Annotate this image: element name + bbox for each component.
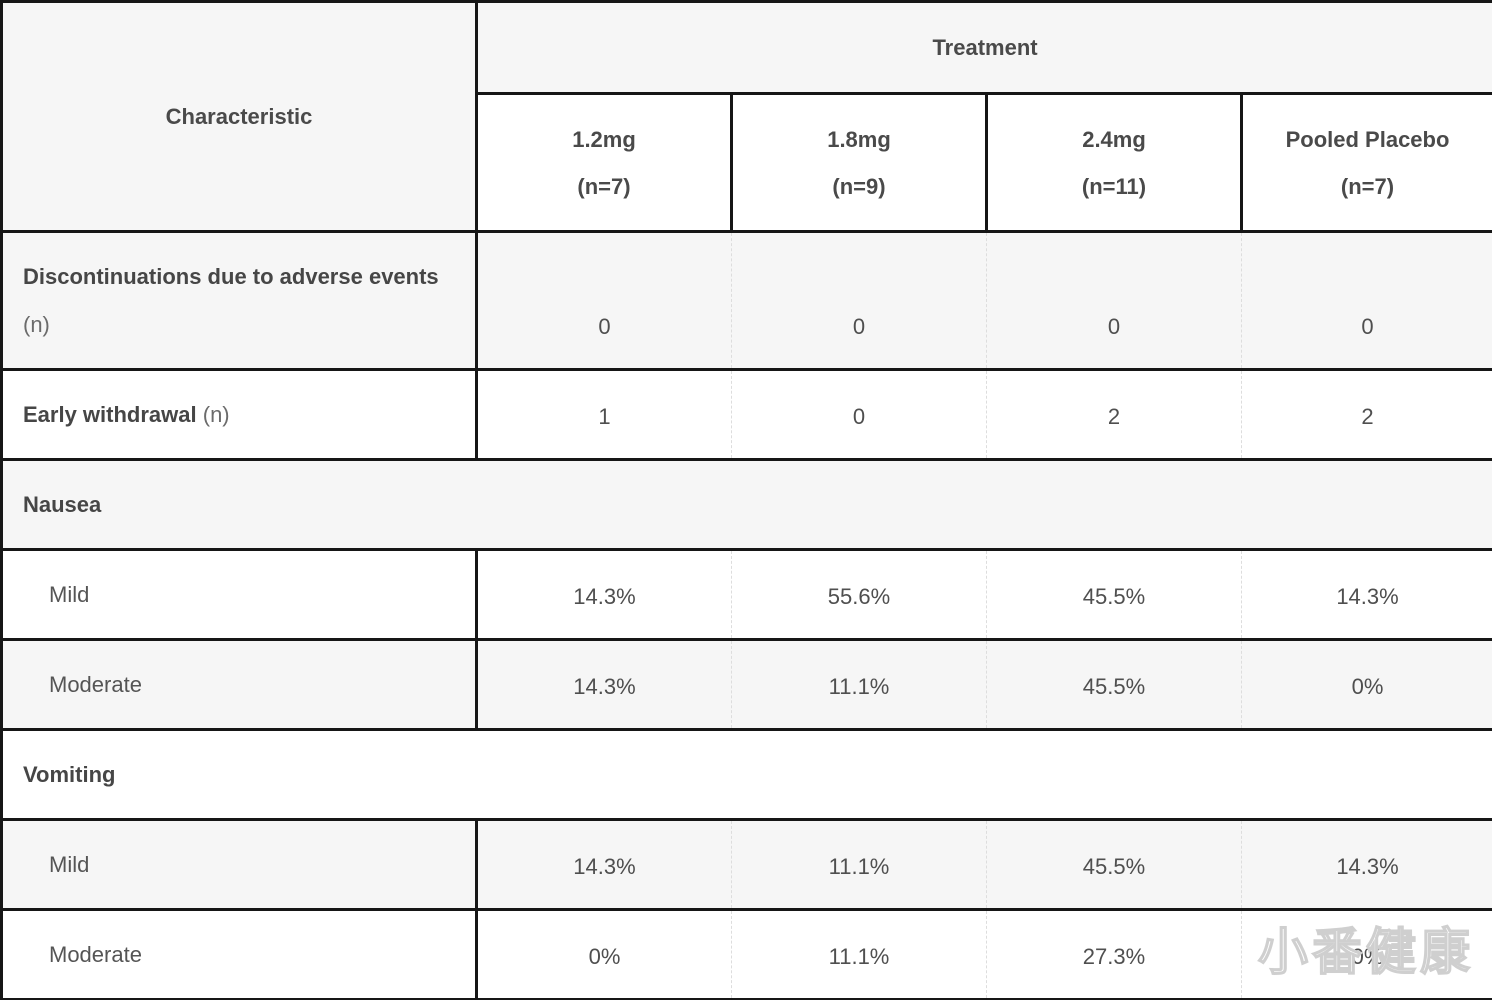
dose-label: Pooled Placebo (1285, 126, 1450, 152)
cell-value: 14.3% (1240, 548, 1492, 641)
table-row-vomiting-moderate: Moderate 0% 11.1% 27.3% 0% (0, 908, 1492, 1000)
cell-value: 0% (1240, 638, 1492, 731)
cell-value: 2 (1240, 368, 1492, 461)
cell-value: 14.3% (1240, 818, 1492, 911)
section-row-nausea: Nausea (0, 458, 1492, 551)
row-label-text: Discontinuations due to adverse events (23, 263, 439, 289)
cell-value: 11.1% (731, 818, 987, 911)
cell-value: 0 (1240, 230, 1492, 371)
table-row-early-withdrawal: Early withdrawal (n) 1 0 2 2 (0, 368, 1492, 461)
cell-value: 0 (731, 230, 987, 371)
cell-value: 11.1% (731, 908, 987, 1000)
dose-label: 2.4mg (1082, 126, 1146, 152)
section-label: Nausea (0, 458, 1492, 551)
section-label: Vomiting (0, 728, 1492, 821)
column-header-treatment: Treatment (476, 0, 1492, 95)
cell-value: 0% (476, 908, 732, 1000)
table-row-discontinuations: Discontinuations due to adverse events (… (0, 230, 1492, 371)
dose-n-label: (n=7) (1340, 173, 1395, 199)
cell-value: 2 (986, 368, 1242, 461)
row-label: Mild (0, 818, 478, 911)
cell-value: 11.1% (731, 638, 987, 731)
cell-value: 45.5% (986, 548, 1242, 641)
row-label: Moderate (0, 908, 478, 1000)
table-row-nausea-mild: Mild 14.3% 55.6% 45.5% 14.3% (0, 548, 1492, 641)
column-header-pooled-placebo: Pooled Placebo (n=7) (1239, 92, 1492, 233)
row-label-text: Early withdrawal (23, 401, 197, 427)
cell-value: 14.3% (476, 548, 732, 641)
cell-value: 0 (986, 230, 1242, 371)
row-label-suffix: (n) (202, 401, 230, 427)
section-row-vomiting: Vomiting (0, 728, 1492, 821)
cell-value: 0 (731, 368, 987, 461)
header-row-treatment: Characteristic Treatment (0, 0, 1492, 233)
table-row-nausea-moderate: Moderate 14.3% 11.1% 45.5% 0% (0, 638, 1492, 731)
row-label: Mild (0, 548, 478, 641)
cell-value: 45.5% (986, 818, 1242, 911)
cell-value: 55.6% (731, 548, 987, 641)
cell-value: 1 (476, 368, 732, 461)
cell-value: 45.5% (986, 638, 1242, 731)
cell-value: 0% (1240, 908, 1492, 1000)
cell-value: 14.3% (476, 638, 732, 731)
dose-n-label: (n=11) (1081, 173, 1147, 199)
row-label: Early withdrawal (n) (0, 368, 478, 461)
row-label-suffix: (n) (23, 311, 50, 337)
column-header-characteristic: Characteristic (0, 0, 478, 233)
row-label: Moderate (0, 638, 478, 731)
table-row-vomiting-mild: Mild 14.3% 11.1% 45.5% 14.3% (0, 818, 1492, 911)
cell-value: 0 (476, 230, 732, 371)
cell-value: 27.3% (986, 908, 1242, 1000)
header-row-doses: 1.2mg (n=7) 1.8mg (n=9) 2.4mg (n=11) Poo… (2, 92, 1492, 233)
dose-label: 1.8mg (827, 126, 891, 152)
cell-value: 14.3% (476, 818, 732, 911)
dose-n-label: (n=9) (832, 173, 886, 199)
dose-label: 1.2mg (572, 126, 636, 152)
row-label: Discontinuations due to adverse events (… (0, 230, 478, 371)
column-header-dose-1-2mg: 1.2mg (n=7) (475, 92, 733, 233)
dose-n-label: (n=7) (577, 173, 631, 199)
column-header-dose-1-8mg: 1.8mg (n=9) (730, 92, 988, 233)
column-header-dose-2-4mg: 2.4mg (n=11) (985, 92, 1243, 233)
